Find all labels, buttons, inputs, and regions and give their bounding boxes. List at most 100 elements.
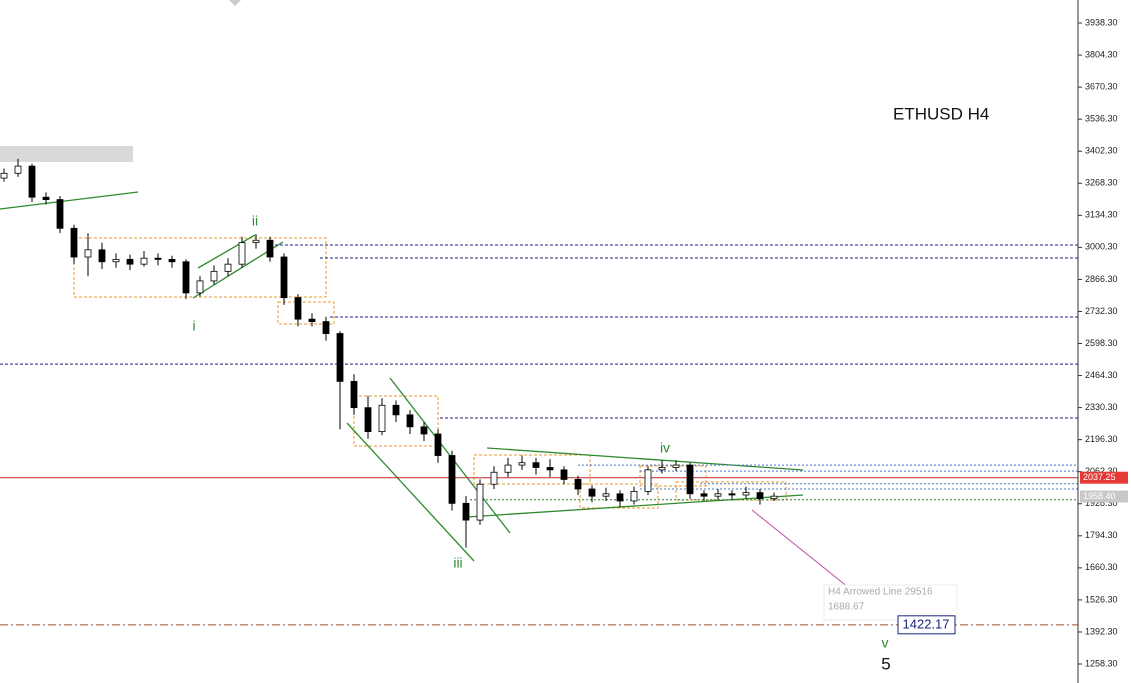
candle-body (42, 196, 50, 200)
candle-body (154, 257, 162, 260)
candle-body (280, 256, 288, 299)
candle-body (0, 172, 8, 179)
candle-body (140, 257, 148, 265)
candle-body (742, 492, 750, 496)
candle-body (644, 469, 652, 492)
y-tick-label: 2330.30 (1085, 402, 1118, 412)
chart-title: ETHUSD H4 (893, 104, 989, 123)
trendline (0, 191, 139, 210)
scroll-marker (229, 0, 241, 6)
candle-body (252, 239, 260, 244)
candle-body (392, 404, 400, 416)
candle-body (196, 280, 204, 294)
candle-body (406, 414, 414, 428)
trendline (466, 494, 804, 518)
candle-body (238, 242, 246, 265)
y-tick-label: 3536.30 (1085, 114, 1118, 124)
wave-label: 5 (881, 654, 890, 673)
y-tick-label: 3268.30 (1085, 178, 1118, 188)
candle-body (574, 479, 582, 490)
y-tick-label: 2732.30 (1085, 306, 1118, 316)
y-tick-label: 2598.30 (1085, 338, 1118, 348)
y-tick-label: 1928.30 (1085, 498, 1118, 508)
trendline (346, 422, 475, 562)
candles (0, 158, 778, 548)
trendline (197, 234, 256, 269)
candle-body (728, 493, 736, 496)
y-tick-label: 2464.30 (1085, 370, 1118, 380)
candle-body (630, 490, 638, 502)
candle-body (364, 407, 372, 432)
candle-body (518, 462, 526, 466)
candle-body (490, 471, 498, 485)
candle-body (84, 249, 92, 258)
y-tick-label: 3804.30 (1085, 49, 1118, 59)
candle-body (168, 258, 176, 263)
wave-label: ii (252, 213, 258, 229)
y-tick-label: 1258.30 (1085, 658, 1118, 668)
candle-body (616, 493, 624, 502)
price-tag (1080, 471, 1128, 484)
candle-body (56, 199, 64, 229)
candle-body (434, 433, 442, 456)
wave-label: i (192, 318, 195, 334)
y-tick-label: 2062.30 (1085, 466, 1118, 476)
candle-body (350, 380, 358, 409)
candle-body (112, 258, 120, 263)
y-tick-label: 2866.30 (1085, 274, 1118, 284)
y-tick-label: 3670.30 (1085, 81, 1118, 91)
y-tick-label: 1660.30 (1085, 562, 1118, 572)
candle-body (476, 483, 484, 521)
price-tag-label: 2037.25 (1083, 472, 1116, 482)
axis-labels: 1258.30 1392.30 1526.30 1660.30 1794.30 1928.… (1078, 17, 1128, 668)
candle-body (294, 297, 302, 320)
candle-body (14, 165, 22, 174)
candle-body (714, 493, 722, 497)
candle-body (308, 318, 316, 322)
candle-body (210, 270, 218, 282)
candle-body (588, 488, 596, 497)
price-tag (1080, 490, 1128, 503)
wave-label: v (882, 635, 889, 651)
candle-body (504, 464, 512, 473)
candle-body (462, 502, 470, 521)
candle-body (602, 493, 610, 497)
target-box (897, 615, 956, 635)
gray-bar (0, 146, 133, 162)
y-tick-label: 1794.30 (1085, 530, 1118, 540)
candle-body (224, 263, 232, 272)
zone-box (277, 301, 335, 325)
trendline (486, 447, 804, 471)
candle-body (546, 467, 554, 471)
candle-body (658, 467, 666, 471)
candle-body (756, 492, 764, 499)
candle-body (420, 426, 428, 435)
candle-body (266, 239, 274, 258)
candle-body (700, 493, 708, 497)
y-tick-label: 2196.30 (1085, 434, 1118, 444)
arrow-note-name: H4 Arrowed Line 29516 (828, 587, 933, 598)
candle-body (686, 464, 694, 495)
target-label: 1422.17 (903, 616, 950, 631)
zone-box (579, 483, 659, 509)
y-tick-label: 3000.30 (1085, 242, 1118, 252)
candle-body (770, 495, 778, 499)
y-tick-label: 3402.30 (1085, 146, 1118, 156)
candle-body (672, 464, 680, 468)
candle-body (448, 455, 456, 504)
price-tag-label: 1958.40 (1083, 491, 1116, 501)
y-tick-label: 1526.30 (1085, 594, 1118, 604)
candle-body (182, 261, 190, 294)
y-tick-label: 1392.30 (1085, 626, 1118, 636)
candle-body (532, 462, 540, 468)
wave-label: iii (453, 555, 462, 571)
candle-body (336, 333, 344, 382)
zone-box (473, 454, 591, 485)
candle-body (98, 249, 106, 263)
candle-body (70, 227, 78, 258)
y-tick-label: 3938.30 (1085, 17, 1118, 27)
candle-body (28, 165, 36, 198)
